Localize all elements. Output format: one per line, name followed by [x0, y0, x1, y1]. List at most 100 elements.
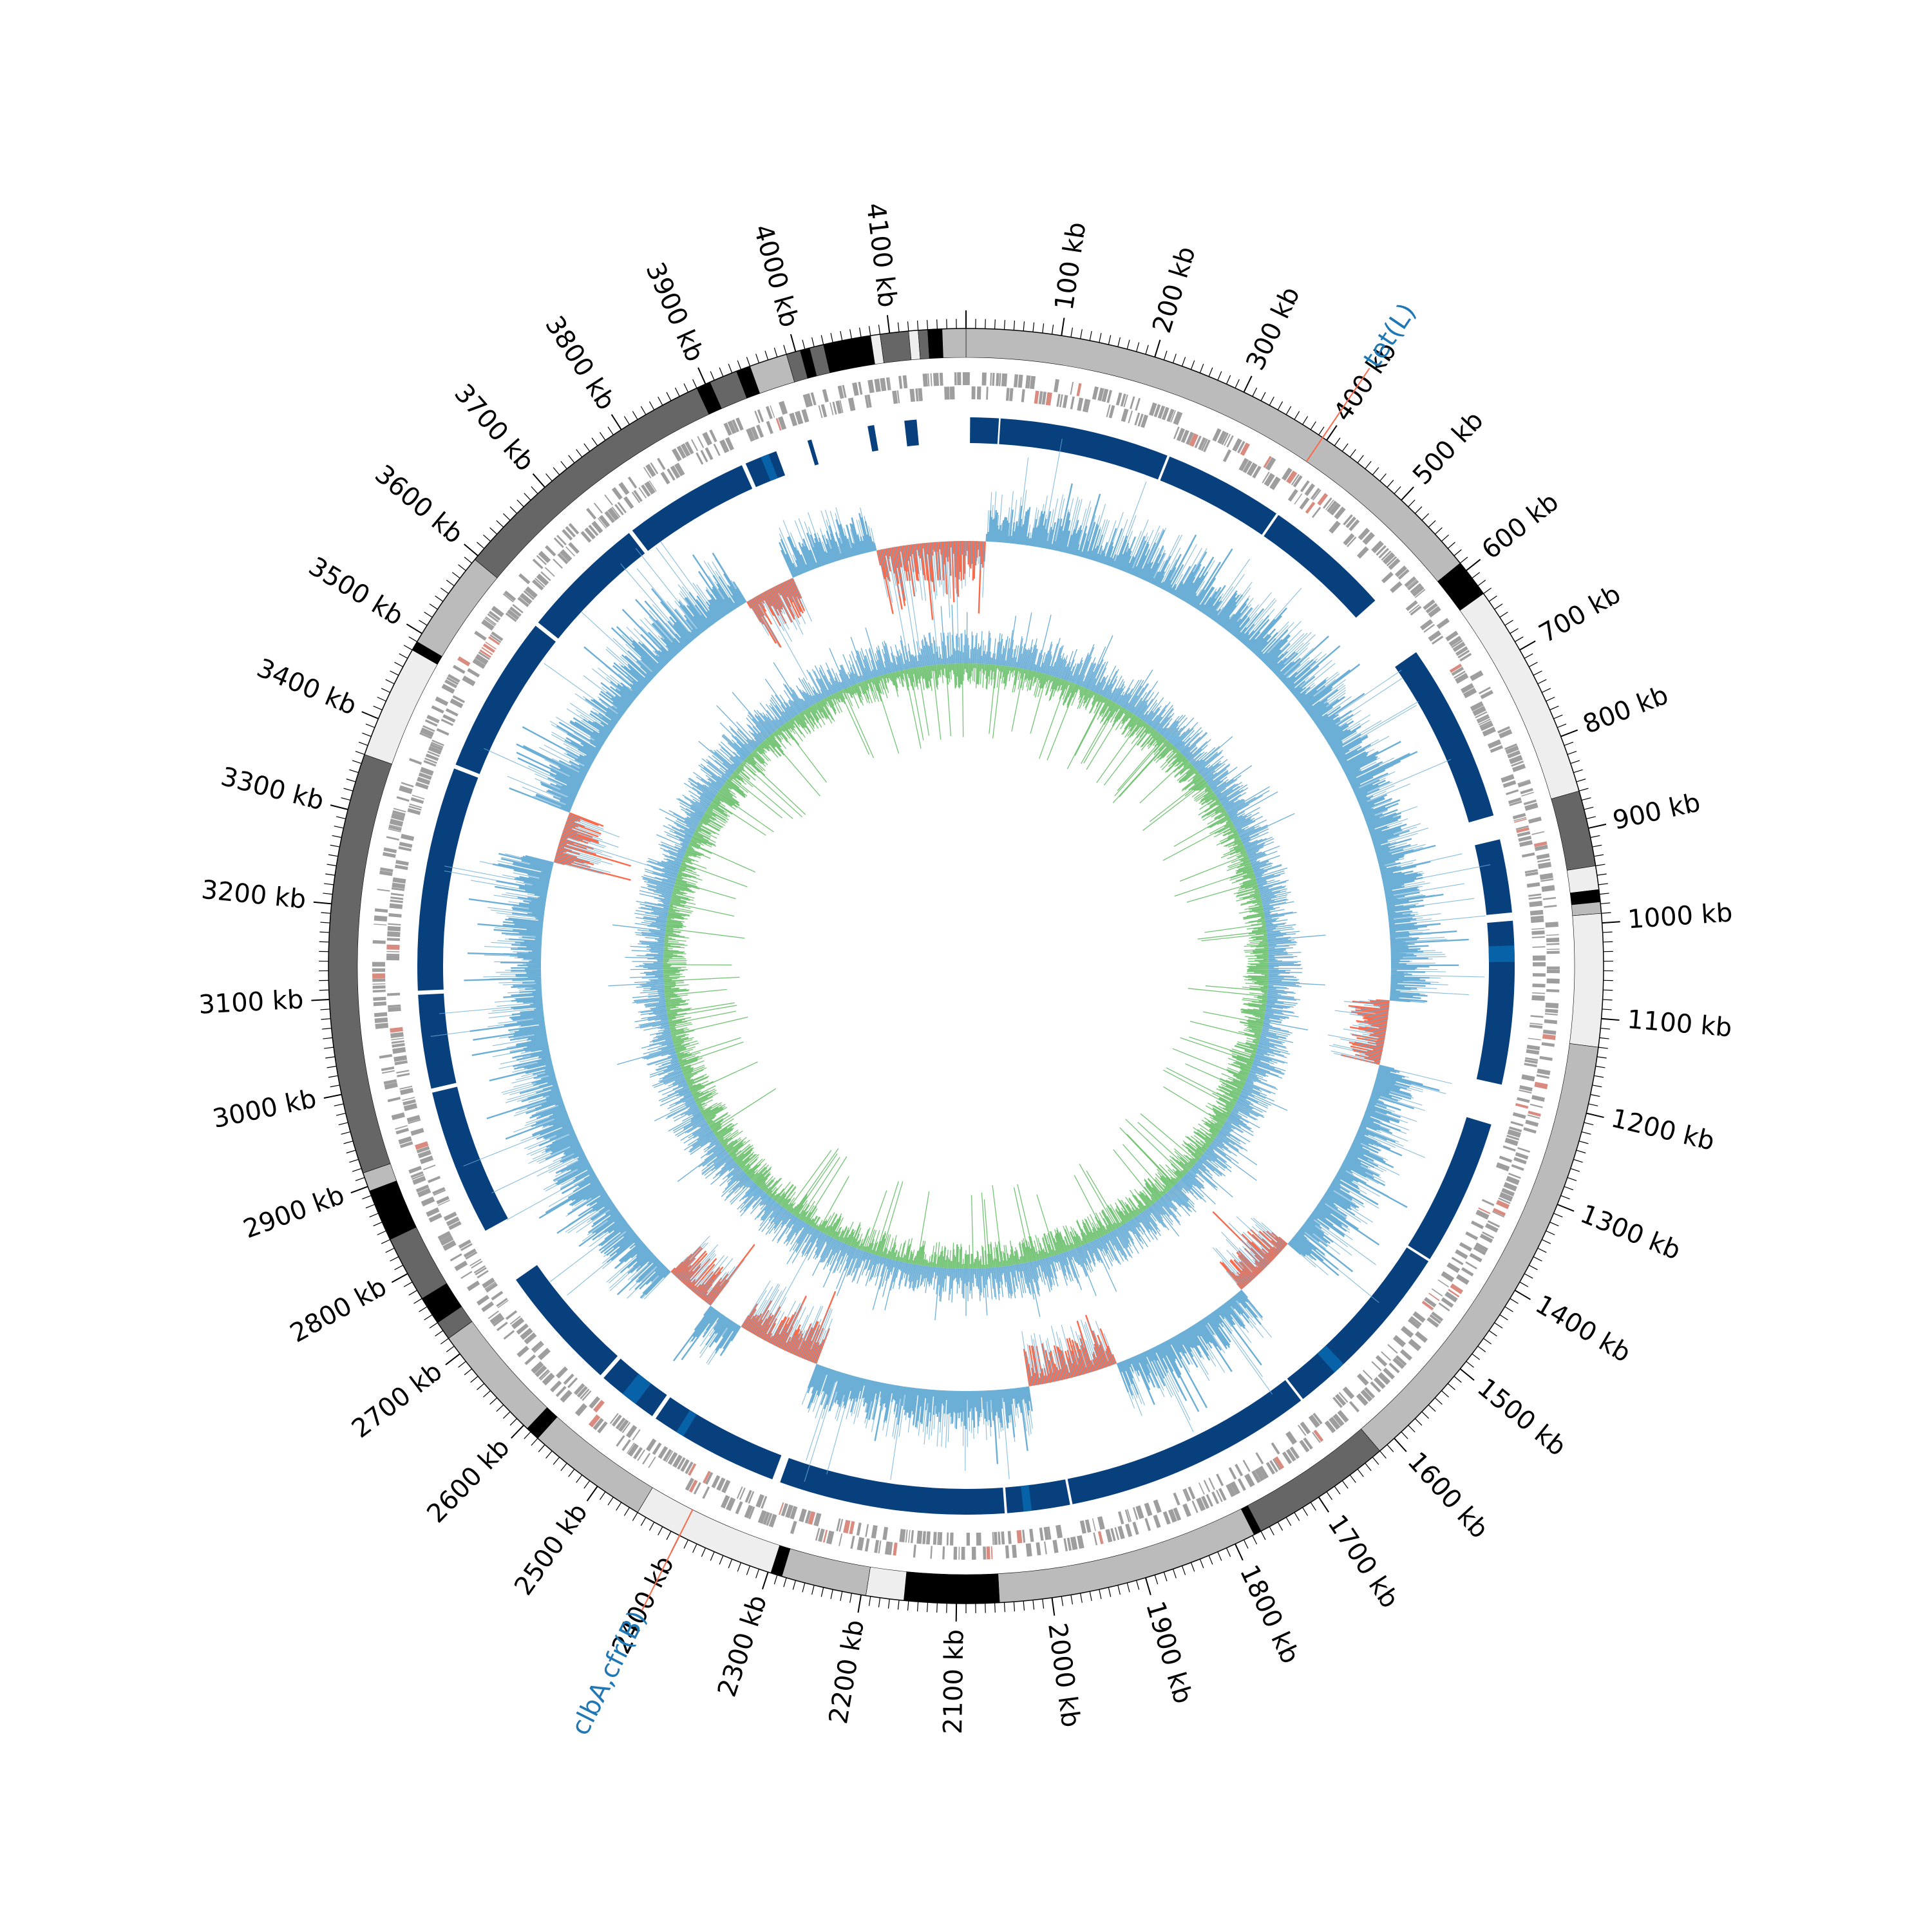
feature-mark: [1431, 1311, 1444, 1322]
feature-mark: [412, 1175, 426, 1185]
minor-tick: [1510, 628, 1519, 634]
position-label: 3900 kb: [639, 258, 710, 366]
gene-label: tet(L): [1358, 298, 1422, 373]
feature-mark: [604, 494, 613, 506]
feature-mark: [1082, 399, 1089, 412]
feature-mark: [428, 746, 442, 755]
feature-mark: [517, 596, 529, 607]
feature-mark: [562, 529, 573, 541]
minor-tick: [1023, 1600, 1025, 1611]
minor-tick: [1421, 513, 1430, 521]
feature-mark: [462, 675, 476, 687]
minor-tick: [1061, 1596, 1064, 1606]
feature-mark: [1414, 589, 1426, 598]
feature-mark: [1132, 1521, 1139, 1535]
minor-tick: [1326, 1492, 1333, 1501]
feature-mark: [1477, 715, 1490, 724]
feature-mark: [896, 390, 900, 404]
minor-tick: [369, 1213, 379, 1218]
feature-mark: [766, 1513, 773, 1526]
feature-mark: [1410, 1316, 1422, 1326]
feature-mark: [1135, 1505, 1144, 1519]
minor-tick: [1003, 319, 1005, 330]
feature-mark: [808, 1511, 816, 1525]
feature-mark: [981, 372, 987, 386]
minor-tick: [1537, 679, 1547, 685]
feature-mark: [1509, 800, 1522, 806]
position-label: 2700 kb: [346, 1357, 448, 1444]
feature-mark: [1531, 936, 1545, 938]
minor-tick: [1235, 379, 1240, 388]
feature-mark: [465, 1251, 478, 1260]
minor-tick: [381, 1239, 391, 1244]
feature-mark: [1541, 885, 1555, 892]
minor-tick: [1570, 1168, 1580, 1172]
minor-tick: [674, 387, 680, 397]
feature-mark: [633, 489, 643, 502]
homology-block: [780, 1457, 1005, 1515]
feature-mark: [672, 448, 682, 462]
feature-mark: [1415, 1331, 1428, 1343]
feature-mark: [445, 708, 459, 717]
feature-mark: [1497, 726, 1510, 734]
feature-mark: [374, 915, 388, 922]
minor-tick: [327, 864, 337, 866]
feature-mark: [609, 1413, 619, 1425]
minor-tick: [1488, 1330, 1497, 1337]
feature-mark: [1162, 1511, 1171, 1525]
feature-mark: [1173, 1492, 1180, 1506]
feature-mark: [1189, 433, 1198, 447]
minor-tick: [1483, 587, 1492, 594]
position-label: 3100 kb: [198, 985, 304, 1019]
minor-tick: [531, 486, 538, 495]
feature-mark: [420, 727, 434, 737]
minor-tick: [1441, 1390, 1449, 1397]
feature-mark: [1504, 743, 1517, 750]
feature-mark: [556, 535, 567, 545]
feature-mark: [691, 439, 698, 451]
minor-tick: [1472, 572, 1481, 579]
feature-mark: [1347, 536, 1357, 547]
minor-tick: [1243, 1539, 1249, 1549]
minor-tick: [1145, 345, 1149, 355]
position-label: 3500 kb: [303, 551, 408, 631]
feature-mark: [1077, 397, 1084, 412]
feature-mark: [1304, 483, 1315, 497]
feature-mark: [479, 649, 491, 658]
feature-mark: [711, 1475, 721, 1488]
feature-mark: [418, 772, 432, 781]
minor-tick: [728, 363, 733, 374]
feature-mark: [1501, 774, 1515, 783]
minor-tick: [446, 580, 455, 587]
feature-mark: [535, 1365, 547, 1378]
feature-mark: [1282, 1451, 1293, 1464]
minor-tick: [1310, 421, 1316, 430]
minor-tick: [649, 1522, 655, 1531]
feature-mark: [1126, 1509, 1132, 1522]
feature-mark: [491, 1291, 504, 1301]
minor-tick: [1578, 788, 1589, 791]
feature-mark: [1523, 799, 1537, 806]
feature-mark: [1097, 387, 1104, 401]
feature-mark: [721, 1495, 730, 1509]
feature-mark: [1153, 1499, 1162, 1513]
feature-mark: [544, 567, 555, 577]
feature-mark: [1392, 1357, 1405, 1369]
minor-tick: [1208, 367, 1213, 377]
minor-tick: [811, 1585, 815, 1595]
feature-mark: [1222, 449, 1232, 462]
minor-tick: [385, 679, 395, 685]
feature-mark: [1546, 949, 1560, 951]
minor-tick: [1441, 535, 1449, 542]
feature-mark: [406, 1115, 421, 1123]
feature-mark: [1482, 726, 1496, 737]
minor-tick: [773, 347, 778, 357]
minor-tick: [1564, 1186, 1574, 1191]
position-label: 1100 kb: [1626, 1005, 1733, 1043]
feature-mark: [1532, 973, 1546, 977]
feature-mark: [864, 395, 869, 408]
feature-mark: [424, 719, 438, 727]
feature-mark: [593, 502, 603, 514]
feature-mark: [424, 757, 437, 764]
